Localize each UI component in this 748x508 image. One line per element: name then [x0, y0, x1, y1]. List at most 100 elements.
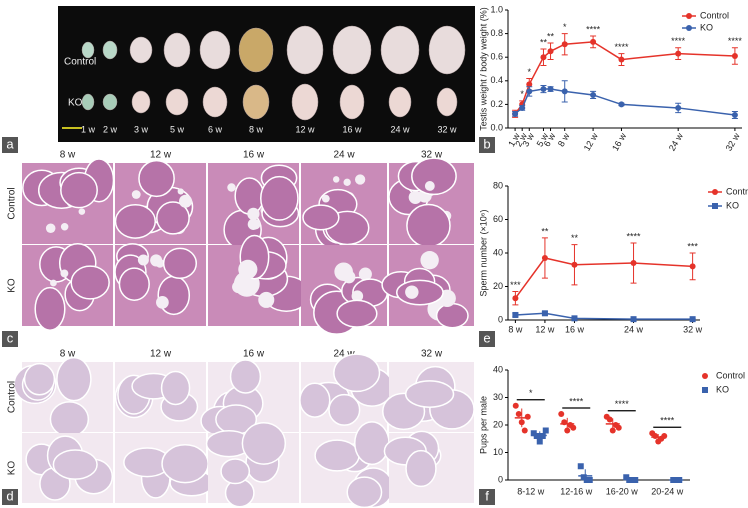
- significance: ****: [615, 399, 630, 409]
- lumen: [321, 194, 330, 203]
- lumen: [60, 222, 69, 231]
- significance: *: [528, 67, 532, 77]
- legend-label: Control: [726, 186, 748, 196]
- panel-letter-box: [479, 489, 495, 505]
- marker: [689, 263, 696, 270]
- marker: [547, 48, 554, 55]
- tubule: [23, 362, 56, 396]
- panel-letter-box: [2, 331, 18, 347]
- age-label: 24 w: [390, 124, 410, 134]
- column-header: 16 w: [243, 150, 265, 161]
- panel-letter: d: [6, 488, 13, 503]
- significance: ****: [660, 416, 675, 426]
- tubule: [404, 380, 455, 408]
- testis: [291, 83, 319, 121]
- legend-marker: [686, 13, 692, 19]
- marker: [524, 413, 531, 420]
- marker: [675, 50, 682, 57]
- tubule: [34, 286, 66, 331]
- marker: [577, 463, 584, 470]
- legend-marker: [712, 203, 718, 209]
- row-label: KO: [68, 98, 83, 109]
- marker: [541, 310, 548, 317]
- significance: ****: [671, 36, 686, 46]
- lumen: [232, 280, 245, 294]
- testis: [81, 93, 95, 111]
- tubule: [234, 177, 265, 215]
- marker: [630, 260, 637, 267]
- tubule: [241, 421, 287, 465]
- marker: [512, 295, 519, 302]
- significance: *: [520, 89, 524, 99]
- tubule: [52, 449, 98, 480]
- lumen: [355, 174, 366, 185]
- marker: [526, 88, 533, 95]
- testis: [202, 86, 228, 118]
- testis: [163, 32, 191, 68]
- panel-letter: b: [483, 136, 490, 151]
- age-label: 32 w: [437, 124, 457, 134]
- column-header: 16 w: [243, 349, 265, 360]
- lumen: [50, 279, 57, 287]
- series-line: [514, 41, 735, 115]
- lumen: [238, 259, 258, 279]
- lumen: [131, 190, 141, 199]
- x-tick-label: 16 w: [610, 131, 628, 153]
- x-tick-label: 16-20 w: [606, 486, 639, 496]
- age-label: 6 w: [208, 124, 223, 134]
- y-tick-label: 30: [493, 392, 503, 402]
- lumen: [177, 188, 184, 195]
- lumen: [227, 183, 236, 192]
- y-tick-label: 20: [493, 419, 503, 429]
- age-label: 3 w: [134, 124, 149, 134]
- significance: **: [541, 226, 549, 236]
- marker: [731, 112, 738, 119]
- marker: [541, 255, 548, 262]
- testis: [428, 25, 466, 75]
- testis: [339, 84, 365, 120]
- marker: [526, 81, 533, 88]
- y-axis-title: Testis weight / body weight (%): [478, 7, 488, 131]
- panel-letter: a: [6, 136, 14, 151]
- legend-label: Control: [716, 370, 745, 380]
- panel-letter-box: [2, 137, 18, 153]
- marker: [512, 311, 519, 318]
- marker: [606, 416, 613, 423]
- significance: ****: [728, 36, 743, 46]
- marker: [540, 86, 547, 93]
- y-tick-label: 0.6: [490, 52, 503, 62]
- marker: [536, 438, 543, 445]
- lumen: [332, 176, 340, 183]
- marker: [590, 38, 597, 45]
- x-tick-label: 12-16 w: [560, 486, 593, 496]
- row-label: Control: [7, 187, 18, 219]
- tubule: [49, 401, 90, 438]
- marker: [561, 88, 568, 95]
- age-label: 5 w: [170, 124, 185, 134]
- testis: [286, 25, 324, 75]
- column-header: 12 w: [150, 150, 172, 161]
- lumen: [60, 269, 69, 278]
- y-tick-label: 0.8: [490, 28, 503, 38]
- tubule: [302, 204, 340, 231]
- marker: [571, 261, 578, 268]
- significance: ****: [627, 231, 642, 241]
- testis: [81, 41, 95, 59]
- panel-letter: e: [483, 330, 490, 345]
- marker: [519, 104, 526, 111]
- marker: [615, 424, 622, 431]
- testis: [332, 25, 372, 75]
- significance: **: [571, 233, 579, 243]
- tubule: [435, 302, 469, 329]
- marker: [618, 56, 625, 63]
- tubule: [260, 175, 299, 221]
- testis: [238, 27, 274, 73]
- tubule: [354, 421, 390, 466]
- tubule: [70, 265, 110, 300]
- significance: *: [529, 388, 533, 398]
- y-tick-label: 80: [493, 180, 503, 190]
- column-header: 32 w: [421, 150, 443, 161]
- y-tick-label: 0: [498, 314, 503, 324]
- significance: ***: [510, 280, 521, 290]
